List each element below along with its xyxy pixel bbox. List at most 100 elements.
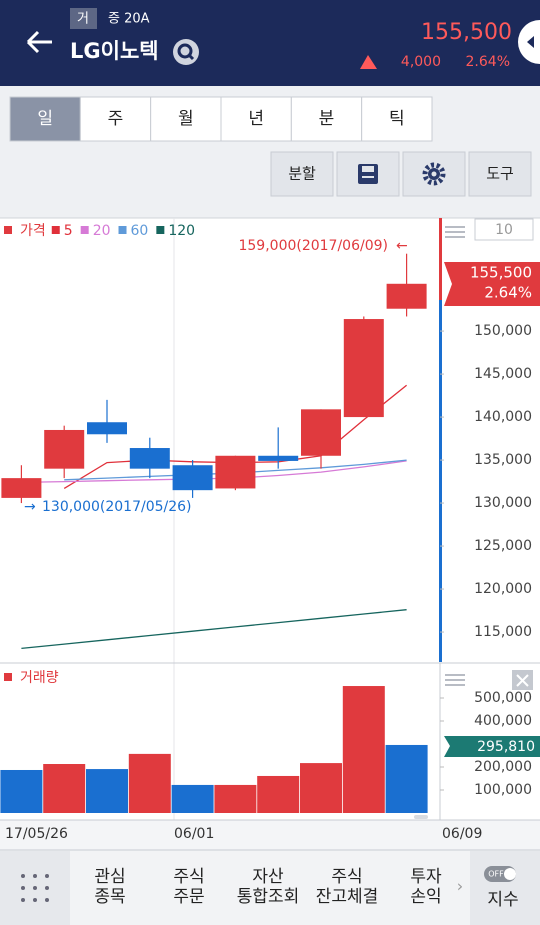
legend-swatch bbox=[4, 226, 12, 234]
search-button[interactable] bbox=[173, 39, 199, 65]
legend-label: 5 bbox=[64, 223, 73, 239]
toggle-knob bbox=[504, 868, 516, 880]
current-rate: 2.64% bbox=[484, 284, 532, 302]
volume-bar bbox=[0, 769, 43, 813]
badge-box bbox=[70, 8, 97, 29]
nav-label: 투자 bbox=[410, 867, 442, 887]
tool-settings[interactable] bbox=[402, 151, 466, 197]
nav-label: 주식 bbox=[331, 867, 362, 887]
scroll-handle bbox=[414, 815, 428, 819]
period-tab-label: 년 bbox=[248, 109, 264, 129]
price: 155,500 bbox=[421, 20, 512, 45]
y-tick-label: 100,000 bbox=[474, 782, 532, 798]
high-arrow: ← bbox=[396, 238, 408, 254]
tool-label: 분할 bbox=[288, 165, 316, 183]
y-tick-label: 135,000 bbox=[474, 452, 532, 468]
y-tick-label: 145,000 bbox=[474, 366, 532, 382]
index-label: 지수 bbox=[487, 890, 518, 910]
volume-bar bbox=[257, 775, 300, 813]
period-input-box[interactable] bbox=[474, 218, 534, 241]
legend-swatch bbox=[118, 226, 127, 234]
current-price: 155,500 bbox=[470, 264, 532, 282]
candle-body bbox=[215, 455, 256, 489]
volume-bar bbox=[86, 769, 128, 813]
y-tick-label: 125,000 bbox=[474, 538, 532, 554]
nav-label: 자산 bbox=[252, 867, 284, 887]
y-tick-label: 150,000 bbox=[474, 323, 532, 339]
legend-label: 60 bbox=[131, 223, 149, 239]
change-rate: 2.64% bbox=[466, 54, 510, 70]
candle-body bbox=[172, 465, 213, 491]
legend-swatch bbox=[80, 226, 89, 234]
legend-swatch bbox=[156, 226, 165, 234]
back-button[interactable] bbox=[26, 30, 52, 54]
legend-label: 가격 bbox=[20, 223, 46, 239]
tool-tools[interactable]: 도구 bbox=[468, 151, 532, 197]
period-tab[interactable] bbox=[9, 96, 81, 142]
date-label: 06/01 bbox=[174, 826, 214, 842]
volume-bar bbox=[385, 744, 428, 813]
tool-split[interactable]: 분할 bbox=[270, 151, 334, 197]
market-info: 증 20A bbox=[108, 12, 150, 27]
volume-bar bbox=[300, 763, 342, 813]
period-tab[interactable] bbox=[79, 96, 152, 142]
candle-body bbox=[386, 283, 427, 309]
date-label: 17/05/26 bbox=[5, 826, 68, 842]
period-tab-label: 틱 bbox=[389, 109, 405, 129]
axis-indicator bbox=[439, 300, 442, 662]
period-tab-label: 주 bbox=[108, 109, 124, 129]
tool-save[interactable] bbox=[336, 151, 400, 197]
candle-body bbox=[258, 455, 299, 461]
nav-label: 종목 bbox=[94, 887, 125, 907]
badge: 거 bbox=[77, 12, 89, 27]
nav-label: 통합조회 bbox=[237, 887, 300, 907]
y-tick-label: 200,000 bbox=[474, 759, 532, 775]
close-button[interactable] bbox=[512, 670, 533, 690]
ma-line bbox=[21, 609, 407, 650]
menu-icon[interactable] bbox=[445, 674, 465, 686]
index-toggle-area bbox=[470, 851, 540, 925]
volume-bar bbox=[342, 686, 385, 813]
date-strip bbox=[0, 820, 540, 850]
legend-swatch bbox=[51, 226, 60, 234]
axis-indicator-up bbox=[439, 218, 442, 300]
y-tick-label: 400,000 bbox=[474, 713, 532, 729]
low-annotation: 130,000(2017/05/26) bbox=[42, 499, 192, 515]
volume-bar bbox=[214, 784, 257, 813]
stock-name: LG이노텍 bbox=[70, 39, 159, 63]
volume-bar bbox=[128, 753, 171, 813]
period-tab[interactable] bbox=[361, 96, 433, 142]
current-volume: 295,810 bbox=[477, 739, 535, 755]
period-tab[interactable] bbox=[150, 96, 222, 142]
change: 4,000 bbox=[401, 54, 441, 70]
side-toggle[interactable] bbox=[518, 20, 540, 64]
y-tick-label: 115,000 bbox=[474, 624, 532, 640]
candle-body bbox=[343, 319, 384, 418]
period-tab-label: 월 bbox=[178, 109, 194, 129]
tool-label: 도구 bbox=[486, 165, 514, 183]
period-tab[interactable] bbox=[220, 96, 292, 142]
current-price-box bbox=[444, 262, 540, 306]
menu-icon[interactable] bbox=[445, 226, 465, 238]
volume-bar bbox=[43, 764, 86, 813]
date-label: 06/09 bbox=[442, 826, 482, 842]
nav-label: 관심 bbox=[94, 867, 125, 887]
low-arrow: → bbox=[24, 499, 36, 515]
legend-label: 120 bbox=[168, 223, 195, 239]
nav-label: 손익 bbox=[410, 887, 441, 907]
candle-body bbox=[1, 478, 42, 498]
ma-line bbox=[21, 460, 407, 484]
current-volume-box bbox=[444, 736, 540, 757]
volume-title: 거래량 bbox=[20, 670, 59, 686]
candle-body bbox=[301, 409, 341, 456]
nav-more[interactable]: › bbox=[457, 877, 463, 896]
up-triangle bbox=[360, 55, 377, 69]
y-tick-label: 500,000 bbox=[474, 690, 532, 706]
nav-label: 잔고체결 bbox=[316, 887, 379, 907]
volume-legend-swatch bbox=[4, 673, 12, 681]
volume-bar bbox=[171, 784, 214, 813]
legend-label: 20 bbox=[93, 223, 111, 239]
y-tick-label: 130,000 bbox=[474, 495, 532, 511]
